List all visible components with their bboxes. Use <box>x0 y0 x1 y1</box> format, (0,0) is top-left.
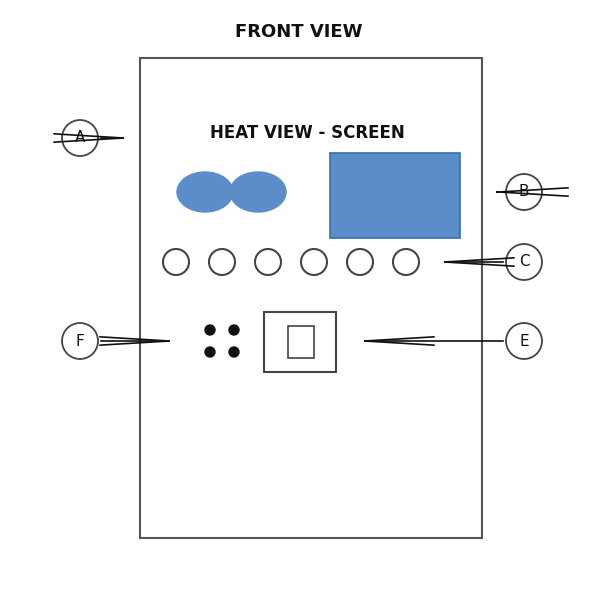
Circle shape <box>62 323 98 359</box>
Circle shape <box>163 249 189 275</box>
Circle shape <box>205 325 215 335</box>
Circle shape <box>506 323 542 359</box>
Ellipse shape <box>230 172 286 212</box>
Circle shape <box>255 249 281 275</box>
Circle shape <box>205 347 215 357</box>
Text: A: A <box>75 130 85 146</box>
Circle shape <box>393 249 419 275</box>
Ellipse shape <box>177 172 233 212</box>
Text: HEAT VIEW - SCREEN: HEAT VIEW - SCREEN <box>210 124 405 142</box>
Text: FRONT VIEW: FRONT VIEW <box>235 23 362 41</box>
Text: E: E <box>519 333 529 349</box>
Circle shape <box>62 120 98 156</box>
Text: F: F <box>76 333 84 349</box>
Circle shape <box>209 249 235 275</box>
Bar <box>330 153 460 238</box>
Bar <box>288 326 314 358</box>
Circle shape <box>229 347 239 357</box>
Text: B: B <box>519 184 530 199</box>
Circle shape <box>506 244 542 280</box>
Circle shape <box>301 249 327 275</box>
Circle shape <box>229 325 239 335</box>
Bar <box>264 312 336 372</box>
Circle shape <box>347 249 373 275</box>
Bar <box>140 58 482 538</box>
Circle shape <box>506 174 542 210</box>
Text: C: C <box>519 254 530 269</box>
